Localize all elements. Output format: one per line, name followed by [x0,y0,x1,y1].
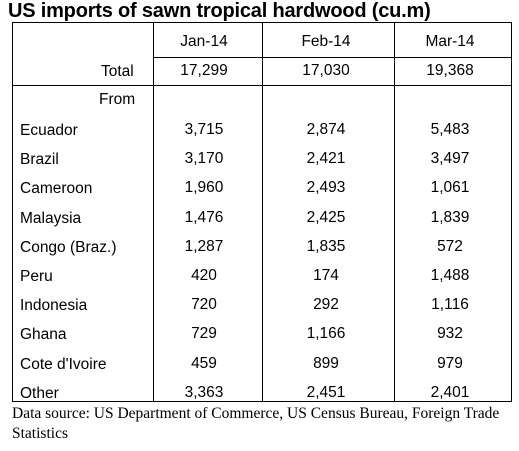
cell-value-feb: 2,421 [306,150,346,168]
column-header-feb: Feb-14 [301,33,351,50]
row-label: Indonesia [20,297,88,315]
cell-value-feb: 174 [313,267,339,284]
from-label: From [99,91,136,108]
cell-value-jan: 3,170 [184,150,224,168]
header-divider [153,57,511,58]
cell-value-jan: 729 [191,325,217,343]
cell-value-jan: 1,287 [184,237,224,255]
data-source-note: Data source: US Department of Commerce, … [12,405,500,442]
cell-value-mar: 1,116 [431,296,469,314]
cell-value-feb: 2,874 [306,121,346,138]
cell-value-jan: 1,960 [184,179,224,197]
column-header-mar: Mar-14 [425,33,475,50]
total-label: Total [101,63,134,80]
column-header-jan: Jan-14 [180,33,228,50]
column-divider [394,23,395,401]
row-label: Ghana [20,326,67,344]
cell-value-feb: 899 [313,354,339,372]
table-title: US imports of sawn tropical hardwood (cu… [8,0,431,22]
cell-value-feb: 2,425 [306,208,346,226]
cell-value-mar: 3,497 [430,150,470,168]
cell-value-jan: 3,363 [184,383,224,401]
column-divider [262,23,263,401]
cell-value-mar: 2,401 [430,383,470,401]
cell-value-feb: 2,493 [306,179,346,197]
cell-value-mar: 932 [437,325,463,343]
cell-value-jan: 3,715 [184,121,224,138]
cell-value-jan: 459 [191,354,217,372]
row-label: Brazil [20,151,59,169]
total-divider [13,85,511,86]
row-label: Cote d'Ivoire [20,355,107,373]
row-label: Ecuador [20,122,78,139]
cell-value-mar: 979 [437,354,463,372]
cell-value-feb: 1,166 [306,325,346,343]
data-table: Jan-14 Feb-14 Mar-14 Total 17,299 17,030… [12,22,512,402]
column-divider [153,23,154,401]
total-value-jan: 17,299 [180,62,228,79]
total-value-mar: 19,368 [426,62,474,79]
cell-value-mar: 572 [437,237,463,255]
row-label: Cameroon [20,180,93,198]
total-value-feb: 17,030 [302,62,350,79]
cell-value-feb: 1,835 [306,237,346,255]
cell-value-jan: 720 [191,296,217,314]
row-label: Malaysia [20,209,82,227]
row-label: Peru [20,268,53,285]
cell-value-mar: 1,061 [430,179,470,197]
cell-value-feb: 2,451 [306,383,346,401]
cell-value-jan: 420 [191,267,217,284]
cell-value-jan: 1,476 [184,208,224,226]
row-label: Other [20,384,59,402]
cell-value-feb: 292 [313,296,339,314]
cell-value-mar: 5,483 [430,121,470,138]
cell-value-mar: 1,488 [430,267,470,284]
cell-value-mar: 1,839 [430,208,470,226]
row-label: Congo (Braz.) [20,238,117,256]
